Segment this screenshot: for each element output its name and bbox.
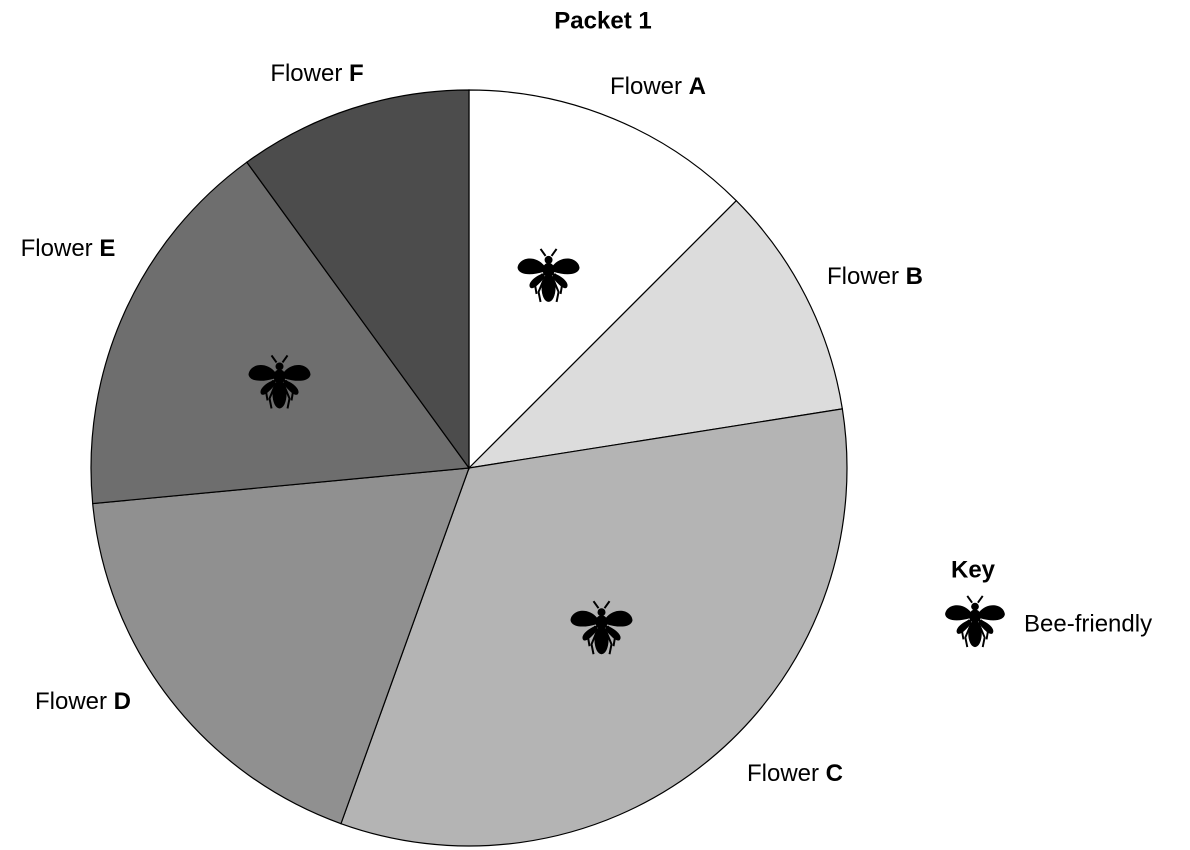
pie-slice [90, 161, 471, 505]
legend-icon [944, 595, 1006, 649]
slice-label: Flower A [610, 73, 706, 100]
slice-label: Flower B [827, 263, 923, 290]
slice-label: Flower C [747, 760, 843, 787]
pie-slice [468, 89, 738, 470]
pie-slice [245, 89, 470, 470]
slice-label: Flower E [21, 235, 116, 262]
slice-label: Flower D [35, 688, 131, 715]
slice-label: Flower F [270, 60, 363, 87]
chart-title: Packet 1 [554, 7, 651, 34]
legend-title: Key [951, 556, 996, 583]
pie-slice [467, 199, 844, 469]
pie-slice [92, 467, 470, 825]
legend-label: Bee-friendly [1024, 610, 1152, 637]
